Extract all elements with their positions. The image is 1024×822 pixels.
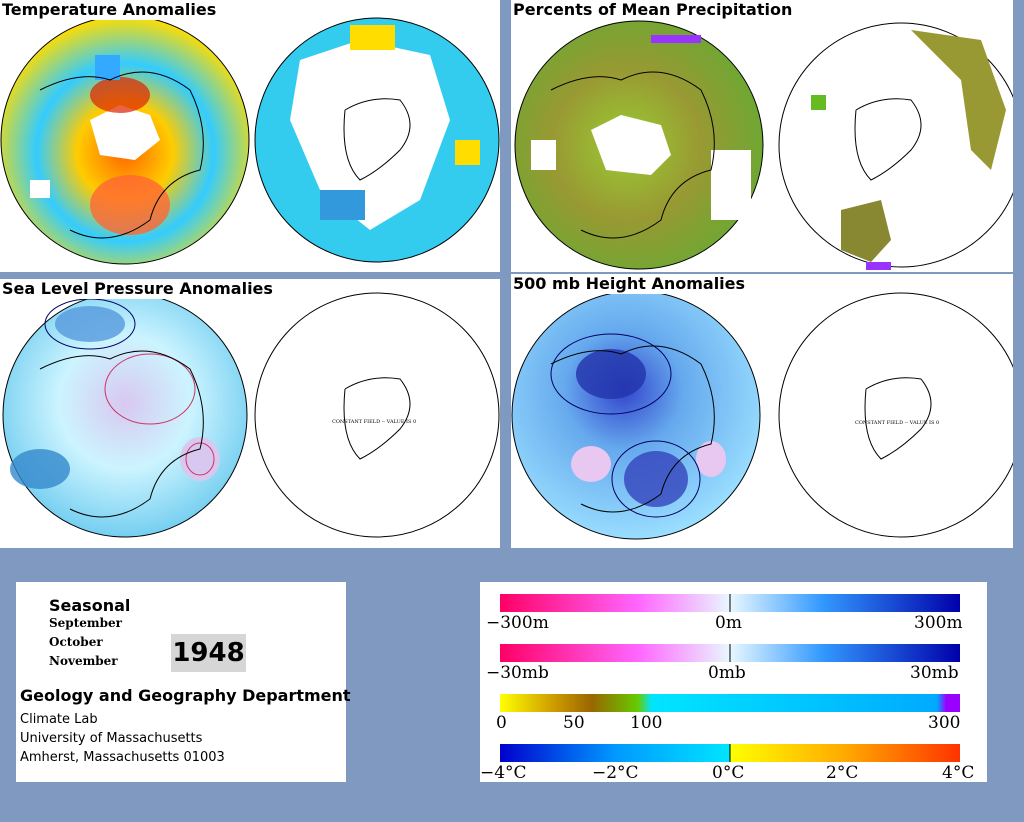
temperature-southern-hemisphere-map [254,17,500,263]
sea-level-pressure-panel: Sea Level Pressure Anomalies CONSTANT FI… [0,279,500,548]
precipitation-panel-title: Percents of Mean Precipitation [511,0,795,20]
temperature-anomalies-panel: Temperature Anomalies [0,0,500,272]
height-legend: −300m 0m 300m [486,594,963,633]
precip-legend-label: 100 [630,713,662,733]
height-500mb-panel: 500 mb Height Anomalies CONSTANT FIELD -… [511,274,1013,548]
height-500mb-panel-title: 500 mb Height Anomalies [511,274,748,294]
address-line: University of Massachusetts [20,731,203,746]
slp-northern-hemisphere-map [2,292,248,538]
sea-level-pressure-panel-title: Sea Level Pressure Anomalies [0,279,275,299]
month-label: November [49,654,118,668]
precip-legend-label: 0 [496,713,507,733]
precipitation-maps [514,20,1013,270]
department-name: Geology and Geography Department [20,686,351,705]
temp-legend-label: −2°C [592,763,639,782]
sea-level-pressure-maps: CONSTANT FIELD -- VALUE IS 0 [2,292,500,538]
height-legend-label: 300m [914,613,963,633]
temperature-northern-hemisphere-map [0,15,250,265]
height-legend-label: −300m [486,613,549,633]
pressure-legend-label: 30mb [910,663,959,683]
temperature-legend: −4°C −2°C 0°C 2°C 4°C [480,744,974,782]
color-legend-box: −300m 0m 300m −30mb 0mb 30mb 0 50 100 30… [480,582,987,782]
pressure-legend-label: 0mb [708,663,746,683]
slp-constant-field-label: CONSTANT FIELD -- VALUE IS 0 [332,419,416,425]
temperature-panel-title: Temperature Anomalies [0,0,219,20]
pressure-legend: −30mb 0mb 30mb [486,644,960,683]
address-line: Amherst, Massachusetts 01003 [20,750,225,765]
slp-southern-hemisphere-map: CONSTANT FIELD -- VALUE IS 0 [254,292,500,538]
temperature-maps [0,15,500,265]
month-label: October [49,635,103,649]
precip-legend-label: 50 [563,713,585,733]
precip-legend-label: 300 [928,713,960,733]
address-line: Climate Lab [20,712,98,727]
height-constant-field-label: CONSTANT FIELD -- VALUE IS 0 [855,420,939,426]
info-box: Seasonal September October November 1948… [16,582,351,782]
height-500mb-maps: CONSTANT FIELD -- VALUE IS 0 [511,290,1013,540]
temp-legend-label: 4°C [942,763,974,782]
temp-legend-label: 2°C [826,763,858,782]
height-northern-hemisphere-map [511,290,761,540]
year-badge: 1948 [171,634,246,672]
precipitation-panel: Percents of Mean Precipitation [511,0,1013,272]
height-legend-label: 0m [715,613,742,633]
height-southern-hemisphere-map: CONSTANT FIELD -- VALUE IS 0 [778,292,1013,538]
precipitation-northern-hemisphere-map [514,20,764,270]
pressure-legend-label: −30mb [486,663,549,683]
month-label: September [49,616,122,630]
precipitation-legend: 0 50 100 300 [496,694,960,733]
temp-legend-label: 0°C [712,763,744,782]
season-label: Seasonal [49,596,131,615]
temp-legend-label: −4°C [480,763,527,782]
precipitation-color-bar [500,694,960,712]
precipitation-southern-hemisphere-map [778,22,1013,270]
